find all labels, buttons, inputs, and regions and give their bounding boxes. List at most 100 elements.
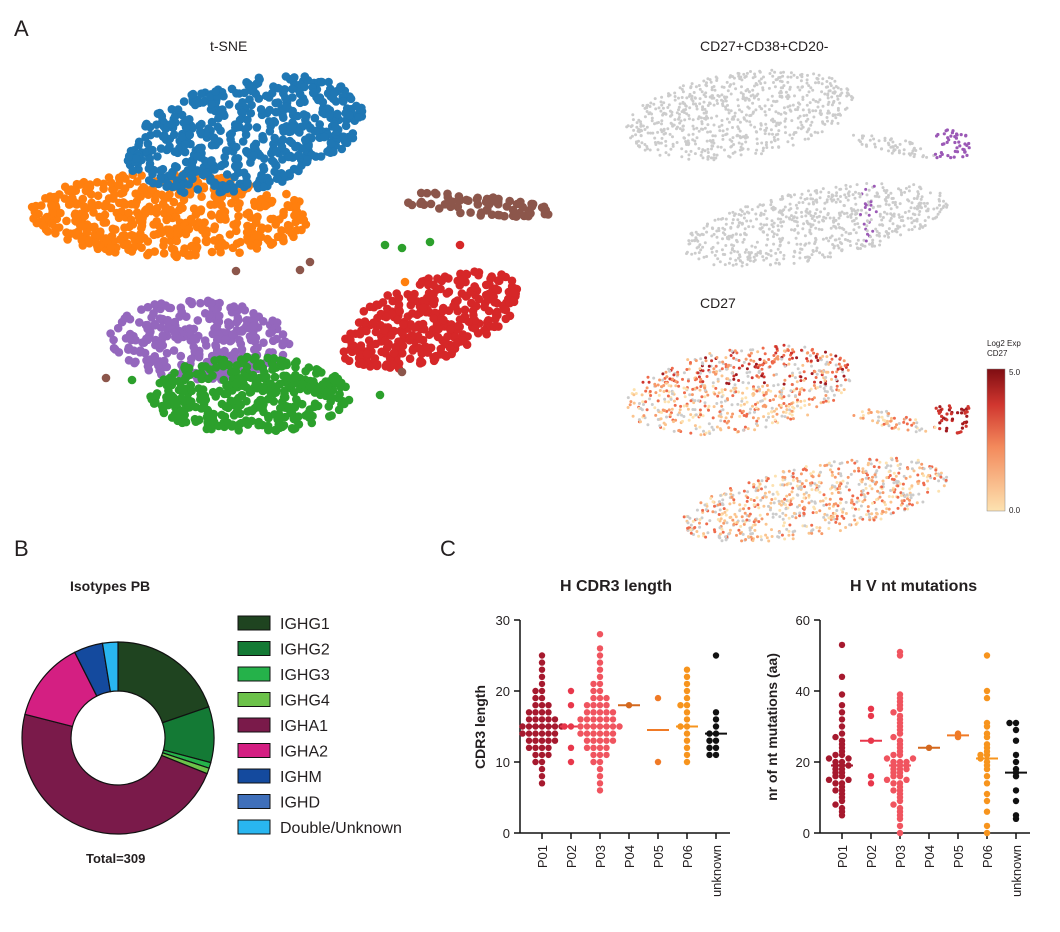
data-point bbox=[825, 755, 833, 762]
data-point bbox=[538, 744, 546, 751]
data-point bbox=[832, 801, 839, 808]
x-tick-label: P01 bbox=[835, 845, 850, 868]
data-point bbox=[590, 758, 597, 766]
data-point bbox=[832, 751, 839, 759]
data-point bbox=[538, 765, 546, 773]
data-point bbox=[551, 737, 559, 744]
colorbar-min-label: 0.0 bbox=[1009, 506, 1021, 515]
data-point bbox=[712, 751, 720, 759]
legend-label: IGHA2 bbox=[280, 744, 328, 761]
legend-item: Double/Unknown bbox=[237, 819, 402, 837]
data-point bbox=[896, 737, 904, 744]
legend-item: IGHA2 bbox=[237, 743, 328, 761]
data-point bbox=[609, 709, 617, 716]
data-point bbox=[683, 709, 691, 716]
data-point bbox=[590, 730, 597, 737]
data-point bbox=[538, 666, 546, 673]
data-point bbox=[838, 758, 846, 766]
data-point bbox=[532, 737, 539, 744]
x-tick-label: P02 bbox=[564, 845, 579, 868]
colorbar-gradient bbox=[986, 368, 1006, 512]
data-point bbox=[538, 687, 546, 695]
data-point bbox=[845, 776, 852, 783]
data-point bbox=[545, 702, 552, 709]
data-point bbox=[677, 702, 684, 709]
data-point bbox=[983, 758, 991, 766]
y-tick-label: 20 bbox=[496, 684, 510, 699]
data-point bbox=[590, 680, 597, 688]
legend-item: IGHG4 bbox=[237, 692, 330, 710]
tsne-cd27-plot bbox=[626, 343, 971, 543]
data-point bbox=[890, 709, 897, 716]
data-point bbox=[596, 673, 604, 680]
data-point bbox=[867, 712, 875, 720]
data-point bbox=[532, 716, 539, 723]
data-point bbox=[596, 659, 604, 666]
legend-label: IGHG3 bbox=[280, 667, 330, 684]
data-point bbox=[609, 737, 617, 744]
data-point bbox=[609, 723, 617, 730]
data-point bbox=[983, 652, 991, 659]
data-point bbox=[896, 648, 904, 656]
data-point bbox=[712, 744, 720, 751]
x-tick-label: P05 bbox=[951, 845, 966, 868]
data-point bbox=[532, 702, 539, 709]
data-point bbox=[867, 773, 875, 780]
data-point bbox=[1012, 719, 1020, 727]
data-point bbox=[603, 716, 610, 723]
legend-label: IGHG2 bbox=[280, 642, 330, 659]
data-point bbox=[1012, 787, 1020, 794]
legend-label: IGHG1 bbox=[280, 616, 330, 633]
data-point bbox=[590, 716, 597, 723]
data-point bbox=[538, 716, 546, 723]
data-point bbox=[596, 631, 604, 638]
data-point bbox=[590, 687, 597, 695]
mutation-chart-title: H V nt mutations bbox=[850, 578, 977, 595]
data-point bbox=[983, 694, 991, 702]
data-point bbox=[583, 716, 591, 723]
data-point bbox=[838, 641, 846, 649]
data-point bbox=[596, 652, 604, 659]
y-tick-label: 0 bbox=[503, 826, 510, 841]
data-point bbox=[832, 733, 839, 741]
data-point bbox=[1012, 737, 1020, 744]
tsne-cluster-plot bbox=[27, 72, 553, 436]
data-point bbox=[890, 780, 897, 787]
legend-swatch bbox=[237, 666, 271, 682]
data-point bbox=[567, 758, 575, 766]
data-point bbox=[519, 723, 526, 730]
data-point bbox=[596, 716, 604, 723]
y-tick-label: 40 bbox=[796, 684, 810, 699]
donut-slice-igha1 bbox=[21, 713, 208, 835]
data-point bbox=[596, 709, 604, 716]
data-point bbox=[551, 730, 559, 737]
data-point bbox=[896, 691, 904, 698]
data-point bbox=[977, 751, 984, 759]
data-point bbox=[609, 716, 617, 723]
cd27-tsne-title: CD27 bbox=[700, 295, 736, 311]
data-point bbox=[983, 687, 991, 695]
data-point bbox=[903, 758, 910, 766]
data-point bbox=[596, 702, 604, 709]
legend-label: IGHG4 bbox=[280, 693, 330, 710]
x-tick-label: P04 bbox=[922, 845, 937, 868]
x-tick-label: P04 bbox=[622, 845, 637, 868]
data-point bbox=[583, 702, 591, 709]
legend-label: IGHA1 bbox=[280, 718, 328, 735]
legend-item: IGHG2 bbox=[237, 641, 330, 659]
legend-swatch bbox=[237, 615, 271, 631]
data-point bbox=[706, 737, 713, 744]
data-point bbox=[883, 776, 891, 783]
data-point bbox=[712, 737, 720, 744]
data-point bbox=[838, 804, 846, 812]
data-point bbox=[683, 751, 691, 759]
donut-slice-ighg1 bbox=[117, 641, 210, 724]
data-point bbox=[683, 680, 691, 688]
data-point bbox=[706, 751, 713, 759]
data-point bbox=[609, 730, 617, 737]
data-point bbox=[538, 659, 546, 666]
data-point bbox=[683, 730, 691, 737]
data-point bbox=[545, 751, 552, 759]
mutation-y-axis-label: nr of nt mutations (aa) bbox=[764, 653, 780, 801]
data-point bbox=[1012, 797, 1020, 805]
